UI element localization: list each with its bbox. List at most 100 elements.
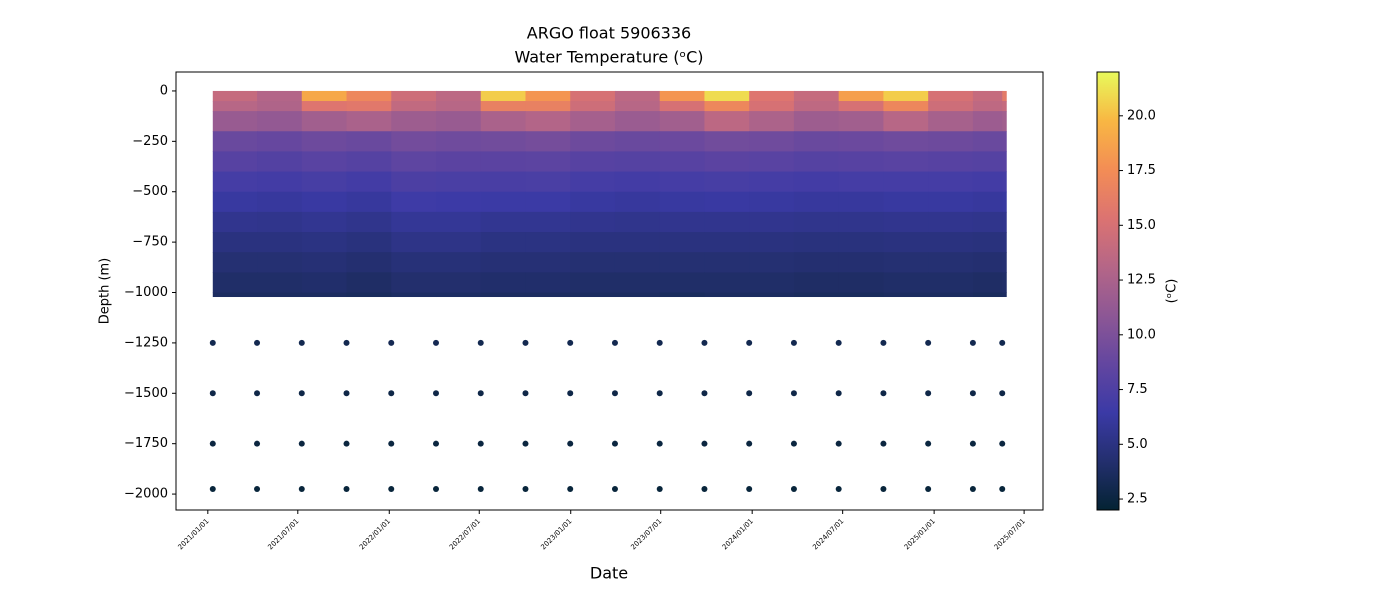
data-cell <box>659 191 705 213</box>
data-point <box>254 390 261 397</box>
data-cell <box>928 131 974 152</box>
data-cell <box>972 232 1003 253</box>
data-point <box>746 390 753 397</box>
y-tick-label: 0 <box>160 83 168 98</box>
data-point <box>477 440 484 447</box>
data-cell <box>749 171 795 193</box>
data-cell <box>972 191 1003 213</box>
colorbar-tick-label: 10.0 <box>1127 327 1156 342</box>
data-cell <box>391 191 437 213</box>
data-cell <box>614 272 661 294</box>
data-cell <box>972 131 1003 152</box>
data-cell <box>614 292 661 298</box>
colorbar-tick-label: 2.5 <box>1127 492 1148 507</box>
data-cell <box>928 292 974 298</box>
data-cell <box>257 90 303 102</box>
data-cell <box>972 292 1003 298</box>
data-cell <box>525 131 571 152</box>
data-cell <box>525 171 571 193</box>
data-point <box>433 390 440 397</box>
colorbar <box>1096 71 1120 511</box>
data-cell <box>614 211 661 233</box>
data-cell <box>436 90 482 102</box>
data-cell <box>883 171 929 193</box>
data-cell <box>480 252 526 273</box>
data-cell <box>525 272 571 294</box>
data-cell <box>301 101 348 112</box>
data-cell <box>570 292 616 298</box>
data-cell <box>793 232 840 253</box>
data-cell <box>570 272 616 294</box>
data-cell <box>212 171 258 193</box>
data-cell <box>838 252 884 273</box>
data-cell <box>391 101 437 112</box>
data-point <box>611 440 618 447</box>
data-point <box>656 440 663 447</box>
data-cell <box>436 171 482 193</box>
data-point <box>999 440 1006 447</box>
data-point <box>433 440 440 447</box>
data-point <box>611 339 618 346</box>
data-cell <box>346 272 392 294</box>
data-cell <box>793 90 840 102</box>
data-cell <box>883 252 929 273</box>
data-point <box>298 486 305 493</box>
data-cell <box>928 211 974 233</box>
data-cell <box>928 101 974 112</box>
data-point <box>298 440 305 447</box>
data-cell <box>838 211 884 233</box>
data-point <box>880 440 887 447</box>
data-cell <box>436 292 482 298</box>
data-point <box>522 339 529 346</box>
data-cell <box>659 101 705 112</box>
data-point <box>343 339 350 346</box>
data-cell <box>391 151 437 173</box>
data-cell <box>614 232 661 253</box>
y-tick-label: −1250 <box>124 335 168 350</box>
data-cell <box>749 131 795 152</box>
data-cell <box>972 211 1003 233</box>
x-tick-label: 2021/07/01 <box>266 517 300 551</box>
data-cell <box>614 90 661 102</box>
data-cell <box>480 292 526 298</box>
data-point <box>925 486 932 493</box>
data-cell <box>972 272 1003 294</box>
data-cell <box>1002 272 1007 294</box>
data-point <box>343 390 350 397</box>
data-cell <box>928 232 974 253</box>
chart-title: ARGO float 5906336 <box>527 24 691 43</box>
data-cell <box>391 292 437 298</box>
data-cell <box>570 90 616 102</box>
data-cell <box>704 101 750 112</box>
data-cell <box>659 252 705 273</box>
y-tick-label: −500 <box>132 184 168 199</box>
data-point <box>969 339 976 346</box>
data-cell <box>480 211 526 233</box>
data-cell <box>1002 171 1007 193</box>
data-cell <box>704 131 750 152</box>
data-cell <box>480 151 526 173</box>
data-cell <box>614 111 661 132</box>
data-cell <box>659 131 705 152</box>
data-cell <box>301 252 348 273</box>
data-cell <box>704 90 750 102</box>
data-cell <box>391 272 437 294</box>
data-cell <box>838 272 884 294</box>
data-cell <box>749 252 795 273</box>
data-cell <box>391 211 437 233</box>
data-point <box>209 339 216 346</box>
data-cell <box>883 292 929 298</box>
data-cell <box>659 151 705 173</box>
data-point <box>209 440 216 447</box>
data-cell <box>972 90 1003 102</box>
data-cell <box>838 151 884 173</box>
data-cell <box>301 131 348 152</box>
data-cell <box>480 101 526 112</box>
data-cell <box>525 211 571 233</box>
data-cell <box>659 90 705 102</box>
data-cell <box>614 101 661 112</box>
data-point <box>522 390 529 397</box>
data-cell <box>614 252 661 273</box>
colorbar-tick-label: 7.5 <box>1127 382 1148 397</box>
